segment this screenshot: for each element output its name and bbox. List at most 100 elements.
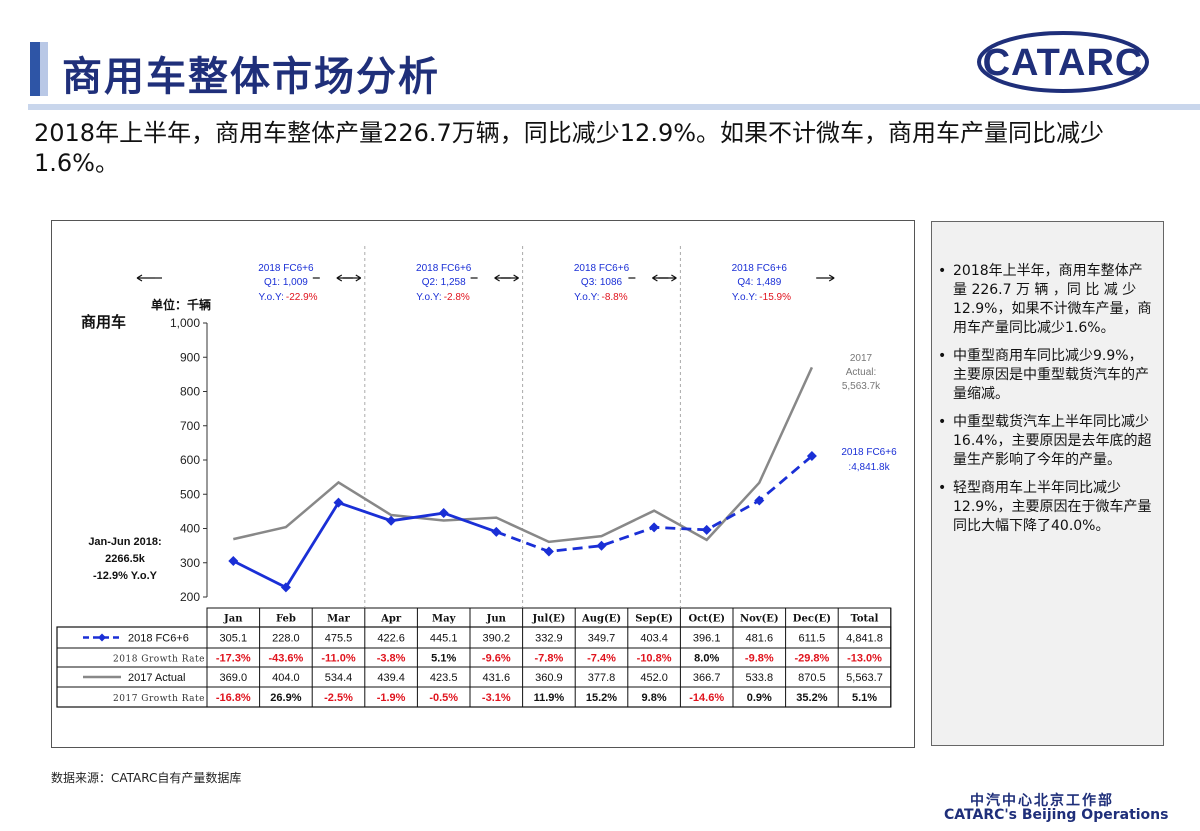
table-growth-cell: -43.6% [268, 653, 303, 665]
table-header-cell: Feb [276, 614, 296, 625]
table-growth-cell: 5.1% [431, 653, 456, 665]
data-point-2018 [596, 540, 607, 551]
side-panel: • 2018年上半年，商用车整体产量 226.7 万 辆 ，同 比 减 少12.9… [931, 221, 1164, 746]
data-point-2018 [386, 515, 397, 526]
quarter-yoy: -15.9% [759, 292, 791, 303]
annotation-2018-fc: :4,841.8k [848, 462, 890, 473]
table-growth-cell: -3.1% [482, 692, 511, 704]
table-value-cell: 390.2 [483, 633, 511, 645]
table-growth-cell: -13.0% [847, 653, 882, 665]
table-value-cell: 360.9 [535, 672, 563, 684]
footer-org-cn: 中汽中心北京工作部 [970, 793, 1114, 809]
table-value-cell: 452.0 [640, 672, 668, 684]
quarter-yoy: -8.8% [602, 292, 628, 303]
table-header-cell: Jul(E) [531, 614, 565, 625]
table-header-cell: Jan [223, 614, 243, 625]
growth-row-label: 2018 Growth Rate [113, 655, 205, 665]
bullet-item: • 轻型商用车上半年同比减少12.9%，主要原因在于微车产量同比大幅下降了40.0… [938, 479, 1153, 536]
table-growth-cell: 5.1% [852, 692, 877, 704]
bullet-glyph: • [938, 414, 947, 430]
table-growth-cell: 8.0% [694, 653, 719, 665]
quarter-yoy-label: Y.o.Y: [574, 292, 599, 303]
bullet-item: • 中重型载货汽车上半年同比减少16.4%，主要原因是去年底的超量生产影响了今年的… [938, 413, 1153, 470]
table-growth-cell: -7.8% [535, 653, 564, 665]
quarter-label: 2018 FC6+6 [732, 263, 788, 274]
table-value-cell: 445.1 [430, 633, 458, 645]
table-growth-cell: 11.9% [534, 692, 565, 704]
annotation-2017-actual: 5,563.7k [842, 381, 881, 392]
quarter-total: Q1: 1,009 [264, 277, 308, 288]
bullet-text: 中重型商用车同比减少9.9%，主要原因是中重型载货汽车的产量缩减。 [953, 348, 1149, 402]
quarter-arrow-right [816, 274, 835, 282]
data-point-2018 [754, 495, 765, 506]
table-growth-cell: -1.9% [377, 692, 406, 704]
table-header-total: Total [851, 614, 879, 625]
table-growth-cell: -9.8% [745, 653, 774, 665]
table-header-cell: May [432, 614, 457, 625]
table-value-cell: 4,841.8 [846, 633, 883, 645]
legend-marker [98, 633, 106, 642]
annotation-2018-fc: 2018 FC6+6 [841, 447, 897, 458]
y-tick-label: 200 [180, 590, 200, 604]
quarter-yoy: -2.8% [444, 292, 470, 303]
data-point-2018 [491, 526, 502, 537]
chart-frame [51, 220, 915, 748]
data-source: 数据来源：CATARC自有产量数据库 [51, 771, 242, 785]
legend-label: 2018 FC6+6 [128, 633, 189, 645]
table-growth-cell: -29.8% [794, 653, 829, 665]
bullet-text: 轻型商用车上半年同比减少12.9%，主要原因在于微车产量同比大幅下降了40.0%… [953, 480, 1152, 534]
table-header-cell: Dec(E) [793, 614, 831, 625]
y-tick-label: 800 [180, 385, 200, 399]
table-growth-cell: 35.2% [796, 692, 827, 704]
page-subtitle: 2018年上半年，商用车整体产量226.7万辆，同比减少12.9%。如果不计微车… [34, 119, 1105, 177]
table-value-cell: 5,563.7 [846, 672, 883, 684]
quarter-yoy-label: Y.o.Y: [732, 292, 757, 303]
quarter-label: 2018 FC6+6 [258, 263, 314, 274]
chart-title: 商用车 [81, 313, 126, 331]
y-tick-label: 1,000 [170, 316, 200, 330]
table-value-cell: 439.4 [377, 672, 405, 684]
bullet-glyph: • [938, 263, 947, 279]
table-growth-cell: -11.0% [321, 653, 355, 665]
bullet-glyph: • [938, 480, 947, 496]
quarter-total: Q2: 1,258 [422, 277, 466, 288]
series-line-2018-actual-part [232, 500, 497, 590]
table-value-cell: 228.0 [272, 633, 300, 645]
bullet-text: 2018年上半年，商用车整体产量 226.7 万 辆 ，同 比 减 少12.9%… [953, 263, 1152, 336]
table-value-cell: 403.4 [640, 633, 668, 645]
title-accent-bar-light [40, 42, 48, 96]
page-title: 商用车整体市场分析 [62, 54, 440, 100]
table-value-cell: 396.1 [693, 633, 721, 645]
table-value-cell: 377.8 [588, 672, 616, 684]
table-value-cell: 481.6 [746, 633, 774, 645]
title-accent-bar [30, 42, 40, 96]
table-value-cell: 332.9 [535, 633, 563, 645]
growth-row-label: 2017 Growth Rate [113, 694, 205, 704]
quarter-yoy-label: Y.o.Y: [258, 292, 283, 303]
h1-summary: -12.9% Y.o.Y [93, 570, 158, 582]
table-growth-cell: -2.5% [324, 692, 353, 704]
quarter-yoy-label: Y.o.Y: [416, 292, 441, 303]
catarc-logo: CATARC [977, 31, 1149, 93]
table-value-cell: 305.1 [220, 633, 248, 645]
table-header-cell: Apr [380, 614, 402, 625]
bullet-item: • 中重型商用车同比减少9.9%，主要原因是中重型载货汽车的产量缩减。 [938, 347, 1153, 404]
data-point-2018 [649, 522, 660, 533]
footer-org-en: CATARC's Beijing Operations [944, 807, 1169, 823]
quarter-arrow-left [494, 274, 511, 282]
series-line-2017-actual [233, 366, 814, 544]
table-value-cell: 423.5 [430, 672, 458, 684]
table-value-cell: 534.4 [325, 672, 353, 684]
table-growth-cell: -9.6% [482, 653, 511, 665]
table-value-cell: 870.5 [798, 672, 826, 684]
annotation-2017-actual: Actual: [846, 367, 877, 378]
bullet-glyph: • [938, 348, 947, 364]
table-header-cell: Jun [486, 614, 507, 625]
h1-summary: 2266.5k [105, 553, 146, 565]
y-axis-unit: 单位：千辆 [151, 297, 211, 312]
y-tick-label: 700 [180, 419, 200, 433]
annotation-2017-actual: 2017 [850, 353, 873, 364]
bullet-text: 中重型载货汽车上半年同比减少16.4%，主要原因是去年底的超量生产影响了今年的产… [953, 414, 1152, 468]
quarter-yoy: -22.9% [286, 292, 318, 303]
